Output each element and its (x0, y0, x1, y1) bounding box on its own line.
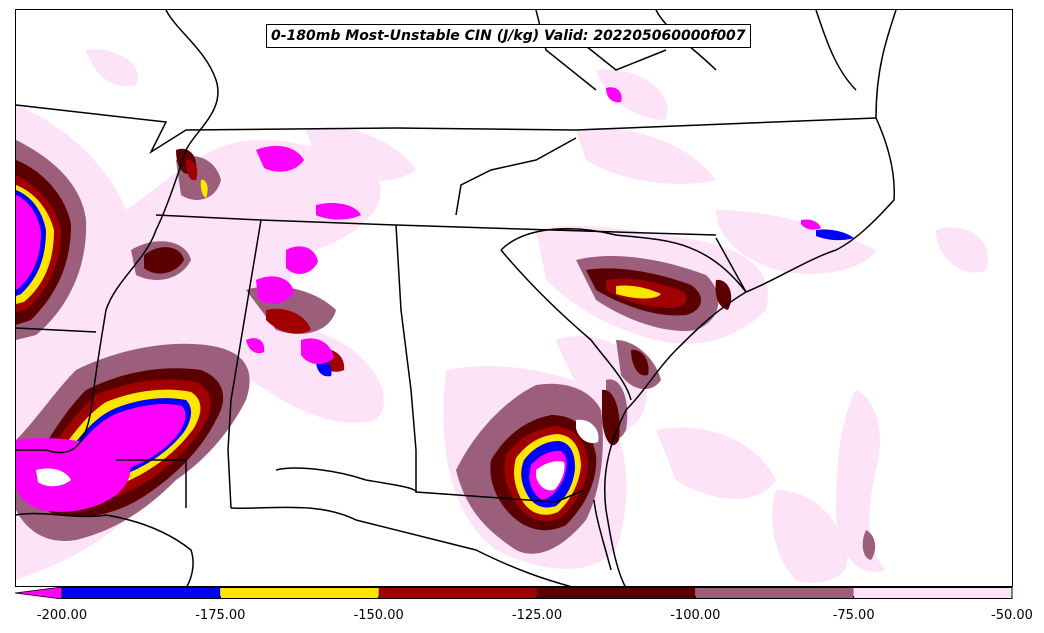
colorbar-tick-label-6: -50.00 (991, 608, 1033, 623)
colorbar-tick-label-1: -175.00 (195, 608, 246, 623)
state-boundaries (16, 10, 897, 586)
colorbar-tick-label-5: -75.00 (832, 608, 875, 623)
colorbar-bin-3 (537, 587, 696, 599)
colorbar-tick-label-0: -200.00 (36, 608, 88, 623)
colorbar-under-arrow (15, 587, 63, 599)
colorbar-bin-4 (695, 587, 854, 599)
map-frame: 0-180mb Most-Unstable CIN (J/kg) Valid: … (15, 9, 1013, 587)
colorbar-tick-label-4: -100.00 (670, 608, 721, 623)
colorbar-bin-2 (378, 587, 537, 599)
colorbar-bin-1 (220, 587, 379, 599)
map-title: 0-180mb Most-Unstable CIN (J/kg) Valid: … (266, 24, 751, 48)
colorbar-tick-label-2: -150.00 (353, 608, 404, 623)
colorbar-bin-5 (853, 587, 1012, 599)
cin-fill-magenta (16, 87, 821, 512)
colorbar (15, 587, 1013, 599)
colorbar-tick-label-3: -125.00 (511, 608, 563, 623)
cin-map (16, 10, 988, 586)
cin-white-holes (36, 419, 599, 491)
colorbar-bin-0 (62, 587, 221, 599)
